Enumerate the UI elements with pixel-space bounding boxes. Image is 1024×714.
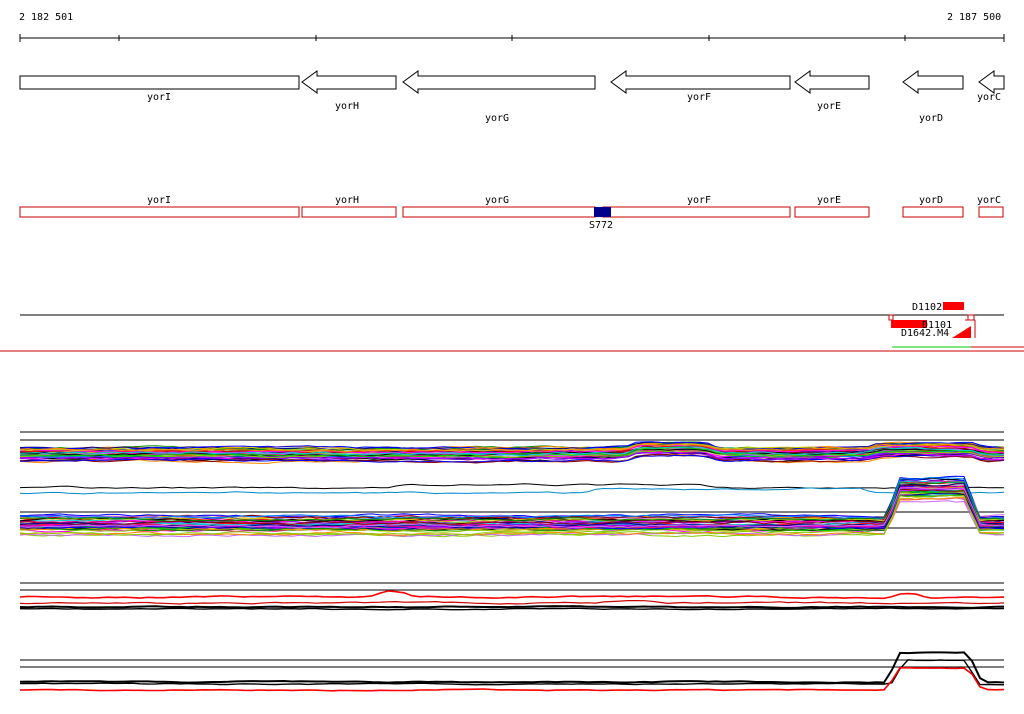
s772-marker[interactable]	[594, 207, 611, 217]
profile-trace	[19, 444, 1005, 454]
gene-arrow-yorf[interactable]: yorF	[610, 70, 791, 103]
s772-label: S772	[589, 220, 613, 231]
profile-trace	[19, 451, 1005, 461]
profile-trace	[19, 441, 1005, 451]
feature-box-yori[interactable]	[19, 206, 300, 218]
feature-label-yorf: yorF	[687, 195, 711, 206]
gene-label-yorc: yorC	[977, 92, 1001, 103]
probe-label-d1101: D1101	[922, 320, 952, 331]
feature-label-yord: yorD	[919, 195, 943, 206]
ruler-end-label: 2 187 500	[947, 12, 1002, 23]
profile-trace	[19, 607, 1005, 611]
profile-trace	[19, 443, 1005, 453]
profile-trace	[19, 447, 1005, 458]
gene-arrow-yorc[interactable]: yorC	[977, 70, 1005, 103]
profile-trace	[19, 651, 1005, 684]
feature-box-yorf[interactable]	[602, 206, 791, 218]
profile-trace	[19, 496, 1005, 536]
feature-label-yorc: yorC	[977, 195, 1001, 206]
profile-trace	[20, 475, 1005, 521]
coordinate-ruler	[19, 34, 1005, 42]
profile-trace	[20, 454, 1004, 463]
gene-arrow-yord[interactable]: yorD	[902, 70, 964, 124]
gene-label-yorg: yorG	[485, 113, 509, 124]
feature-box-yorc[interactable]	[978, 206, 1004, 218]
feature-box-yorg[interactable]	[402, 206, 596, 218]
gene-label-yore: yorE	[817, 101, 841, 112]
feature-box-yorh[interactable]	[301, 206, 397, 218]
probe-d1102[interactable]	[943, 302, 964, 310]
ruler-start-label: 2 182 501	[19, 12, 74, 23]
profile-trace	[19, 487, 1005, 529]
gene-label-yori: yorI	[147, 92, 171, 103]
gene-arrow-yori[interactable]: yorI	[19, 75, 300, 103]
feature-box-yord[interactable]	[902, 206, 964, 218]
gene-arrow-yorh[interactable]: yorH	[301, 70, 397, 112]
profile-trace	[19, 659, 1005, 686]
probe-label-d1102: D1102	[912, 302, 942, 313]
feature-box-yore[interactable]	[794, 206, 870, 218]
gene-arrow-yore[interactable]: yorE	[794, 70, 870, 112]
feature-label-yorh: yorH	[335, 195, 359, 206]
profile-trace	[19, 453, 1005, 464]
feature-box-track: yorI yorH yorG yorF yorE yorD yorC S772	[19, 195, 1004, 231]
profile-trace	[19, 450, 1005, 459]
gene-label-yorf: yorF	[687, 92, 711, 103]
panel-a-series	[19, 441, 1005, 538]
profile-trace	[19, 480, 1005, 520]
profile-trace	[19, 500, 1005, 538]
probe-d1101[interactable]	[891, 320, 927, 328]
profile-panel-c	[19, 651, 1005, 692]
profile-trace	[19, 480, 1005, 527]
profile-trace	[19, 600, 1005, 605]
probe-track: D1102 D1101 D1642.M4	[0, 302, 1024, 352]
feature-label-yori: yorI	[147, 195, 171, 206]
profile-trace	[19, 494, 1005, 536]
probe-d1642[interactable]	[952, 326, 971, 338]
profile-trace	[19, 605, 1005, 609]
gene-label-yord: yorD	[919, 113, 943, 124]
profile-panel-b	[19, 582, 1005, 611]
profile-trace	[19, 481, 1005, 522]
profile-trace	[19, 590, 1005, 600]
gene-arrow-track: yorI yorH yorG yorF yorE yorD yorC	[19, 70, 1005, 124]
profile-trace	[19, 666, 1005, 692]
probe-label-d1642: D1642.M4	[901, 328, 949, 339]
panel-b-series	[19, 590, 1005, 611]
profile-panel-a	[19, 431, 1005, 538]
profile-trace	[19, 488, 1005, 526]
gene-label-yorh: yorH	[335, 101, 359, 112]
profile-trace	[19, 446, 1005, 456]
panel-c-series	[19, 651, 1005, 692]
profile-trace	[19, 476, 1005, 520]
gene-arrow-yorg[interactable]: yorG	[402, 70, 596, 124]
profile-trace	[19, 484, 1005, 520]
profile-trace	[19, 484, 1005, 520]
feature-label-yore: yorE	[817, 195, 841, 206]
profile-trace	[19, 487, 1005, 495]
feature-label-yorg: yorG	[485, 195, 509, 206]
